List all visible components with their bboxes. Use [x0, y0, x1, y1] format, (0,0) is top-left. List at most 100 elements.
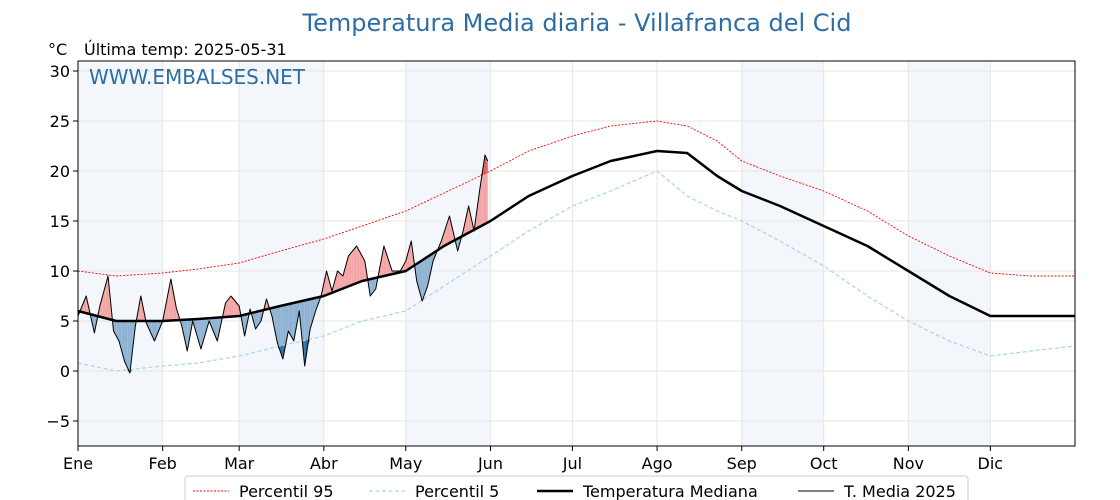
- fill-above-median: [340, 273, 343, 290]
- plot-frame: [77, 60, 1076, 447]
- watermark: WWW.EMBALSES.NET: [89, 65, 306, 89]
- fill-below-median: [124, 321, 128, 367]
- fill-above-median: [362, 256, 365, 281]
- fill-above-median: [334, 271, 338, 292]
- y-tick-label: 0: [60, 362, 70, 381]
- fill-below-median: [373, 277, 376, 293]
- fill-below-median: [288, 303, 292, 336]
- fill-above-median: [476, 191, 480, 229]
- legend-label-p95: Percentil 95: [239, 482, 334, 500]
- fill-below-median: [116, 321, 119, 341]
- fill-above-median: [337, 271, 341, 291]
- fill-above-median: [83, 296, 87, 314]
- fill-above-median: [381, 246, 384, 277]
- x-tick-label: Mar: [224, 454, 255, 473]
- fill-above-median: [233, 299, 237, 317]
- fill-above-median: [326, 271, 330, 295]
- fill-below-median: [285, 304, 289, 345]
- legend-label-current: T. Media 2025: [843, 482, 956, 500]
- fill-above-median: [468, 206, 472, 233]
- fill-above-median: [170, 279, 174, 321]
- x-tick-label: Feb: [149, 454, 177, 473]
- fill-above-median: [105, 276, 109, 319]
- fill-above-median: [353, 246, 357, 285]
- fill-above-median: [449, 216, 453, 244]
- fill-below-median: [211, 317, 215, 335]
- month-shade-sep: [741, 61, 824, 446]
- fill-above-p95: [479, 173, 483, 177]
- x-tick-label: Sep: [727, 454, 757, 473]
- fill-above-median: [441, 232, 445, 248]
- fill-above-median: [140, 296, 144, 321]
- fill-below-median: [293, 302, 297, 341]
- fill-above-median: [236, 302, 240, 317]
- fill-below-median: [416, 262, 420, 291]
- fill-above-median: [323, 271, 327, 296]
- fill-below-median: [78, 309, 81, 316]
- x-tick-label: Oct: [810, 454, 838, 473]
- y-tick-label: 20: [50, 162, 70, 181]
- fill-below-median: [422, 258, 425, 301]
- month-shade-may: [405, 61, 491, 446]
- y-tick-label: 5: [60, 312, 70, 331]
- fill-below-median: [274, 306, 278, 343]
- fill-above-median: [168, 279, 171, 321]
- x-tick-label: Ene: [63, 454, 93, 473]
- fill-above-median: [173, 293, 177, 321]
- fill-above-median: [444, 224, 447, 246]
- fill-above-median: [359, 251, 363, 283]
- y-tick-label: 10: [50, 262, 70, 281]
- fill-below-median: [149, 321, 152, 335]
- y-tick-label: 15: [50, 212, 70, 231]
- fill-above-median: [356, 246, 360, 284]
- median-line: [77, 149, 1075, 323]
- fill-below-median: [291, 302, 294, 341]
- fill-below-median: [277, 306, 281, 351]
- legend-box: [184, 475, 969, 500]
- fill-above-median: [348, 252, 352, 287]
- x-tick-label: Abr: [310, 454, 338, 473]
- month-shade-nov: [908, 61, 991, 446]
- x-tick-label: May: [389, 454, 422, 473]
- x-tick-label: Jul: [562, 454, 582, 473]
- fill-above-median: [465, 206, 469, 235]
- y-unit-label: °C: [48, 40, 67, 59]
- fill-below-median: [217, 317, 221, 341]
- plot-area: [77, 60, 1076, 447]
- fill-above-median: [405, 251, 409, 271]
- p5-line: [77, 170, 1076, 372]
- fill-above-median: [228, 296, 231, 317]
- fill-below-median: [370, 278, 374, 296]
- x-tick-label: Jun: [477, 454, 503, 473]
- x-tick-label: Ago: [642, 454, 673, 473]
- x-tick-label: Nov: [893, 454, 924, 473]
- series-lines: [77, 120, 1076, 374]
- fill-above-median: [351, 249, 354, 286]
- grid-lines: [77, 61, 1075, 446]
- fill-below-median: [255, 311, 259, 329]
- last-update-label: Última temp: 2025-05-31: [84, 40, 287, 59]
- fill-below-median: [121, 321, 125, 361]
- fill-above-median: [99, 296, 103, 318]
- fill-below-median: [129, 321, 133, 373]
- fill-below-median: [203, 318, 207, 340]
- month-shade-mar: [239, 61, 324, 446]
- fill-below-median: [187, 319, 190, 351]
- fill-above-median: [386, 254, 390, 276]
- legend-label-p5: Percentil 5: [415, 482, 499, 500]
- fill-above-median: [165, 293, 169, 321]
- fill-below-median: [184, 319, 188, 351]
- fill-above-median: [342, 266, 346, 289]
- x-axis: Ene Feb Mar Abr May Jun Jul Ago Sep Oct Nov Dic: [63, 446, 1003, 473]
- fill-below-median: [127, 321, 130, 373]
- fill-below-median: [312, 297, 316, 320]
- fill-above-median: [479, 173, 483, 227]
- p95-line: [77, 120, 1075, 277]
- fill-below-median: [424, 256, 428, 294]
- fill-above-median: [408, 241, 412, 270]
- fill-below-median: [419, 260, 423, 301]
- fill-above-median: [230, 296, 234, 317]
- month-shading: [78, 61, 991, 446]
- month-shade-ene: [78, 61, 163, 446]
